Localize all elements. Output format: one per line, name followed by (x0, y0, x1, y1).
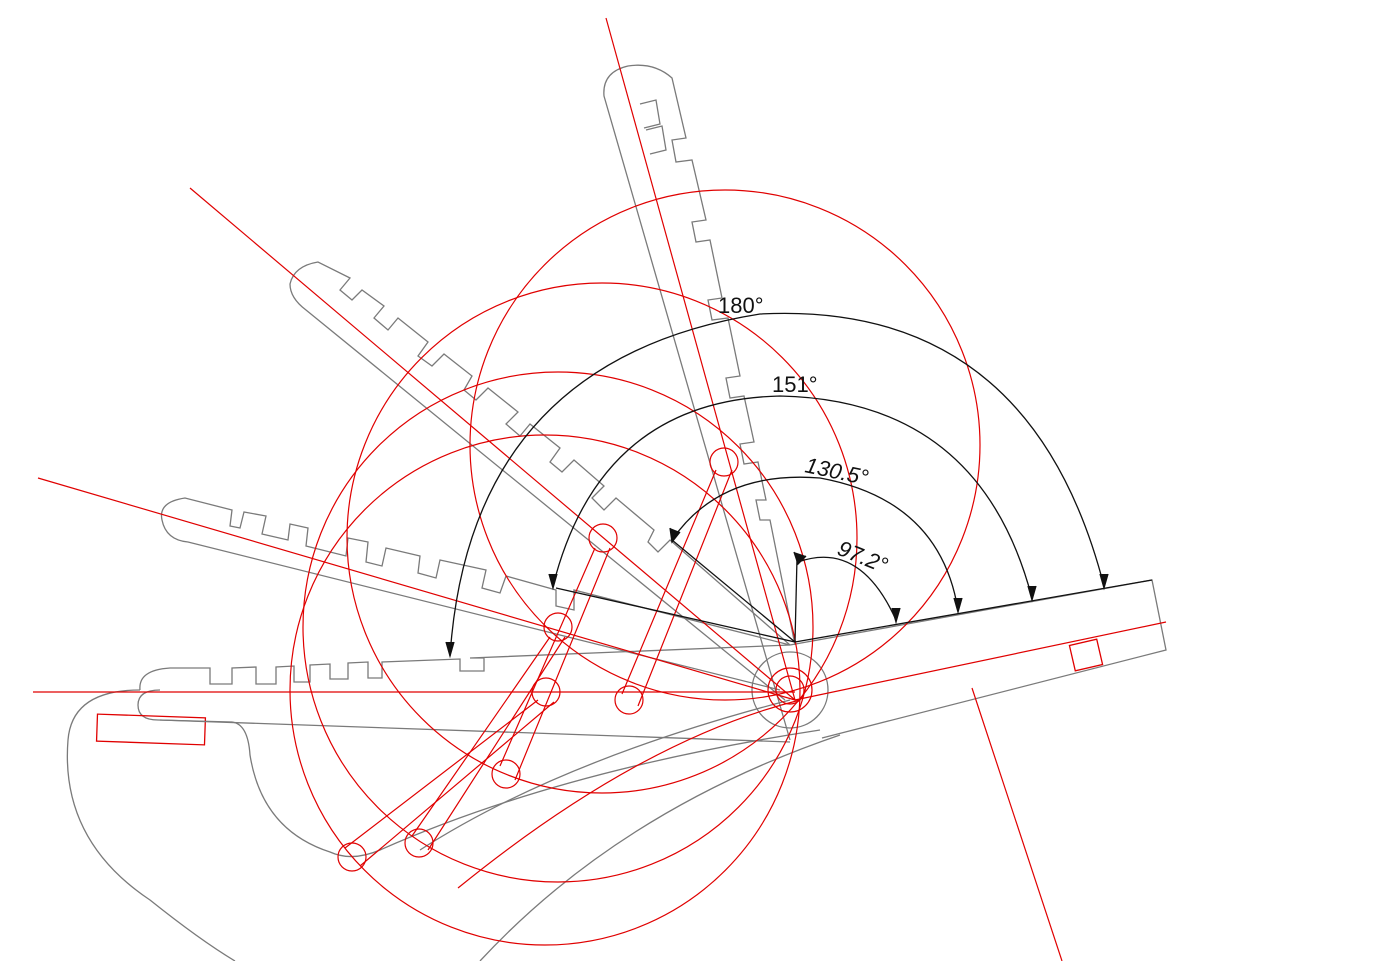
arm-pos2-outline (160, 497, 791, 691)
dim-arc-97 (797, 556, 897, 621)
circle-large-4 (289, 434, 801, 946)
arrowhead (548, 573, 558, 591)
ray-perpendicular (971, 687, 1063, 961)
arrowhead (953, 597, 963, 615)
circle-large-2 (346, 282, 858, 794)
dimension-lines (445, 312, 1153, 659)
lower-slot (95, 713, 207, 746)
joint-1 (709, 447, 739, 477)
arrowhead (891, 607, 901, 625)
circle-large-3 (302, 371, 814, 883)
ray-97 (605, 17, 796, 701)
joint-2 (588, 523, 618, 553)
arrowhead (793, 551, 807, 566)
sweep-arc-2 (419, 699, 791, 851)
arrowhead (445, 641, 455, 659)
ray-base (794, 621, 1167, 701)
part-outlines (66, 64, 1167, 961)
dim-arc-130 (671, 476, 959, 611)
link-b (499, 547, 611, 781)
joint-6 (491, 759, 521, 789)
angle-label-130-5: 130.5° (803, 452, 871, 490)
pivot-inner-2 (775, 675, 805, 705)
link-a (621, 469, 733, 707)
arm-pos1-lower (159, 719, 791, 743)
reference-line-97 (794, 557, 798, 643)
arm-pos1-outline (139, 644, 791, 691)
arrowhead (669, 527, 681, 544)
joint-3 (543, 612, 573, 642)
circle-large-1 (469, 189, 981, 701)
angle-label-180: 180° (718, 293, 764, 318)
lower-body-outline (137, 689, 821, 858)
sweep-arc-1 (479, 734, 841, 961)
reference-line-151 (555, 587, 796, 643)
construction-geometry (33, 17, 1167, 961)
base-arm-slot (1068, 638, 1104, 672)
ray-130 (189, 187, 796, 701)
arm-pos4-outline (603, 64, 796, 741)
arrowhead (1027, 585, 1037, 603)
dim-arc-180 (449, 312, 1105, 657)
link-e (457, 699, 801, 889)
pivot-inner-1 (767, 667, 813, 713)
dim-arc-151 (552, 395, 1033, 599)
angle-labels: 180° 151° 130.5° 97.2° (718, 293, 892, 578)
arrowhead (1099, 573, 1109, 591)
joint-5 (614, 685, 644, 715)
arm-pos4-teeth (639, 99, 667, 155)
outer-body-outline (66, 689, 236, 961)
base-arm-outline (789, 579, 1167, 739)
pivot-outer (751, 651, 829, 729)
arm-pos3-outline (289, 261, 791, 701)
reference-line-130 (671, 539, 796, 643)
link-d (344, 699, 555, 867)
angle-label-151: 151° (772, 372, 818, 397)
ray-151 (37, 477, 796, 701)
reference-line-base (794, 579, 1153, 643)
